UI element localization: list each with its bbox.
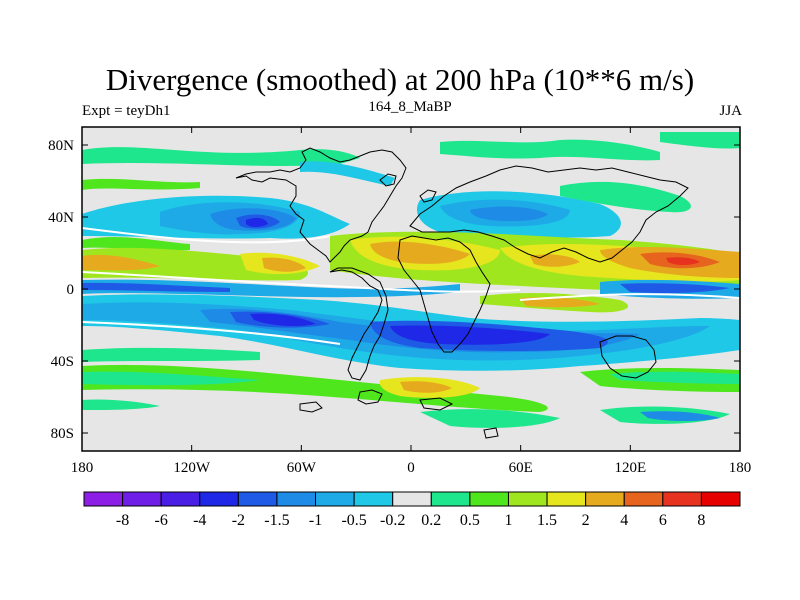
contour-fill [246,217,268,227]
x-tick-label: 60E [509,460,533,476]
y-tick-label: 80S [51,426,74,442]
x-tick-label: 180 [71,460,94,476]
contour-fill [400,381,452,393]
colorbar-label: 6 [659,512,667,529]
coastline-australia [599,335,657,379]
y-tick-label: 80N [48,138,74,154]
contour-fill [520,297,600,308]
x-tick-label: 180 [729,460,752,476]
contour-fill [420,409,560,428]
colorbar-label: -8 [116,512,129,529]
contour-line [82,271,521,293]
axis-ticks [81,127,741,451]
colorbar-swatch [392,491,432,507]
colorbar-swatch [83,491,124,507]
colorbar-label: -6 [155,512,168,529]
colorbar-swatch [353,491,394,507]
x-tick-label: 120W [173,460,211,476]
contour-line [82,227,331,244]
coastline-island [483,427,499,439]
contour-fill [82,178,200,190]
colorbar-swatch [585,491,625,507]
x-tick-label: 0 [407,460,415,476]
contour-fill [470,206,548,222]
contour-fill [370,241,470,264]
contour-fill [660,132,740,149]
contour-fill [82,254,160,271]
contour-fill [300,161,395,186]
contour-fill [440,139,660,161]
colorbar-label: 8 [697,512,705,529]
contour-fill [82,399,160,410]
colorbar-swatch [546,491,587,507]
divergence-field [82,127,740,451]
season-label: JJA [719,103,742,119]
colorbar: -8 -6 -4 -2 -1.5 -1 -0.5 -0.2 0.2 0.5 1 1.5 2 4 6 8 [83,491,741,529]
colorbar-swatch [122,491,162,507]
contour-fill [560,181,691,213]
contour-fill [666,257,700,265]
colorbar-label: 0.5 [460,512,480,529]
colorbar-label: 4 [620,512,628,529]
axis-tick-labels: 180 120W 60W 0 60E 120E 180 80N 40N 0 40S 80S [48,138,751,476]
colorbar-label: -0.5 [341,512,366,529]
coastline-north-america [235,147,407,263]
colorbar-swatch [160,491,201,507]
colorbar-swatch [237,491,278,507]
colorbar-label: 0.2 [421,512,441,529]
colorbar-swatch [430,491,471,507]
coastline-south-america [329,267,389,381]
contour-fill [82,347,260,362]
coastline-island [357,389,383,405]
contour-fill [82,279,460,298]
contour-fill [82,236,190,251]
contour-line [82,321,341,345]
contour-fill [640,411,720,421]
colorbar-swatch [662,491,702,507]
y-tick-label: 40N [48,210,74,226]
coastline-island [379,173,397,187]
chart-title: Divergence (smoothed) at 200 hPa (10**6 … [105,62,695,97]
colorbar-label: 1.5 [537,512,557,529]
contour-fill [82,371,260,386]
colorbar-label: 1 [504,512,512,529]
colorbar-swatch [507,491,548,507]
contour-fill [530,254,580,267]
contour-fill [250,313,316,327]
coastline-africa [397,235,491,353]
colorbar-label: -4 [193,512,206,529]
experiment-label: Expt = teyDh1 [82,103,171,119]
contour-fill [262,257,306,272]
contour-fill [82,247,309,281]
coastline-island [299,401,323,413]
colorbar-label: -1.5 [264,512,289,529]
coastline-island [419,397,454,411]
x-tick-label: 120E [614,460,646,476]
x-tick-label: 60W [287,460,317,476]
contour-fill [82,147,360,166]
colorbar-label: -1 [309,512,322,529]
coastlines [235,147,689,439]
colorbar-swatch [315,491,355,507]
colorbar-swatch [199,491,239,507]
colorbar-swatch [623,491,664,507]
colorbar-label: 2 [582,512,590,529]
contour-fill [390,325,550,345]
colorbar-swatch [469,491,509,507]
contour-fill [620,283,730,294]
y-tick-label: 40S [51,354,74,370]
colorbar-label: -0.2 [380,512,405,529]
colorbar-label: -2 [232,512,245,529]
coastline-island [419,189,437,203]
y-tick-label: 0 [67,282,75,298]
coastline-eurasia [409,165,689,263]
period-label: 164_8_MaBP [368,99,452,115]
contour-fill [82,282,230,292]
colorbar-swatch [700,491,741,507]
contour-line [519,293,740,301]
colorbar-swatch [276,491,317,507]
